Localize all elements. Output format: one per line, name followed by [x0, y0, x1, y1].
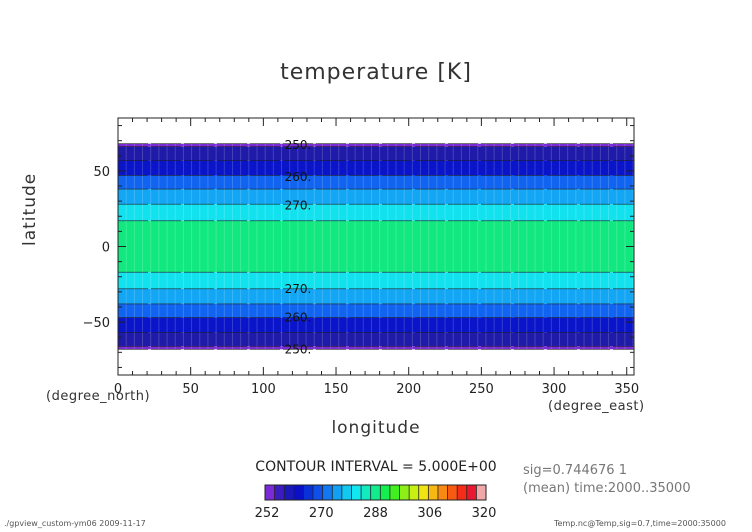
colorbar-swatch [476, 485, 487, 500]
contour-band [118, 346, 634, 350]
colorbar-swatch [428, 485, 439, 500]
contour-band [118, 317, 634, 333]
contour-label: 250. [285, 342, 312, 356]
contour-labels: 250. 260. 270. 270. 260. 250. [285, 138, 312, 356]
colorbar-label: 270 [309, 506, 334, 521]
contour-band [118, 332, 634, 347]
x-axis-label: longitude [331, 418, 421, 438]
time-info: (mean) time:2000..35000 [523, 481, 691, 496]
axis-ticks: 0 50 100 150 200 250 300 350 −50 0 50 [83, 118, 639, 397]
contour-band [118, 303, 634, 318]
y-axis-unit: (degree_north) [46, 389, 151, 404]
x-tick-label: 0 [114, 382, 122, 397]
colorbar-swatch [457, 485, 468, 500]
colorbar-swatch [274, 485, 285, 500]
sigma-info: sig=0.744676 1 [523, 463, 627, 478]
x-axis-unit: (degree_east) [548, 399, 645, 414]
x-tick-label: 200 [396, 382, 421, 397]
colorbar-swatch [409, 485, 420, 500]
colorbar-swatch [351, 485, 362, 500]
contour-band [118, 146, 634, 161]
colorbar: 252 270 288 306 320 [255, 484, 497, 521]
colorbar-label: 252 [255, 506, 280, 521]
colorbar-swatch [313, 485, 323, 500]
contour-band [118, 220, 634, 273]
contour-interval-text: CONTOUR INTERVAL = 5.000E+00 [255, 459, 497, 475]
colorbar-swatch [303, 485, 314, 500]
colorbar-swatch [389, 485, 400, 500]
contour-label: 250. [285, 138, 312, 152]
contour-lines [118, 143, 634, 350]
x-tick-label: 350 [614, 382, 639, 397]
contour-label: 260. [285, 311, 312, 325]
colorbar-label: 306 [417, 506, 442, 521]
contour-label: 270. [285, 282, 312, 296]
colorbar-swatch [341, 485, 352, 500]
contour-band [118, 143, 634, 147]
colorbar-swatch [418, 485, 429, 500]
colorbar-swatch [332, 485, 343, 500]
x-tick-label: 100 [251, 382, 276, 397]
y-tick-label: 0 [102, 241, 110, 256]
contour-band [118, 272, 634, 289]
colorbar-swatch [399, 485, 410, 500]
contour-label: 270. [285, 199, 312, 213]
colorbar-swatch [447, 485, 458, 500]
contour-band [118, 160, 634, 176]
chart-title: temperature [K] [280, 60, 472, 85]
x-tick-label: 250 [469, 382, 494, 397]
contour-label: 260. [285, 170, 312, 184]
colorbar-label: 288 [363, 506, 388, 521]
contour-bands [118, 143, 634, 350]
colorbar-swatch [361, 485, 371, 500]
colorbar-swatch [370, 485, 381, 500]
vertical-grid-lines [117, 143, 634, 350]
y-tick-label: −50 [83, 316, 110, 331]
x-tick-label: 300 [542, 382, 567, 397]
footer-left: ./gpview_custom-ym06 2009-11-17 [4, 519, 146, 528]
colorbar-swatch [437, 485, 448, 500]
contour-band [118, 189, 634, 205]
colorbar-frame [264, 484, 487, 501]
y-axis-label: latitude [20, 172, 40, 246]
contour-band [118, 175, 634, 190]
colorbar-swatch [293, 485, 304, 500]
footer-right: Temp.nc@Temp,sig=0.7,time=2000:35000 [554, 519, 726, 528]
contour-band [118, 288, 634, 304]
colorbar-swatch [466, 485, 477, 500]
contour-band [118, 204, 634, 221]
x-tick-label: 50 [182, 382, 199, 397]
colorbar-swatch [380, 485, 391, 500]
y-tick-label: 50 [93, 165, 110, 180]
x-tick-label: 150 [324, 382, 349, 397]
colorbar-swatch [322, 485, 333, 500]
colorbar-swatch [284, 485, 295, 500]
colorbar-label: 320 [472, 506, 497, 521]
colorbar-swatch [265, 485, 275, 500]
